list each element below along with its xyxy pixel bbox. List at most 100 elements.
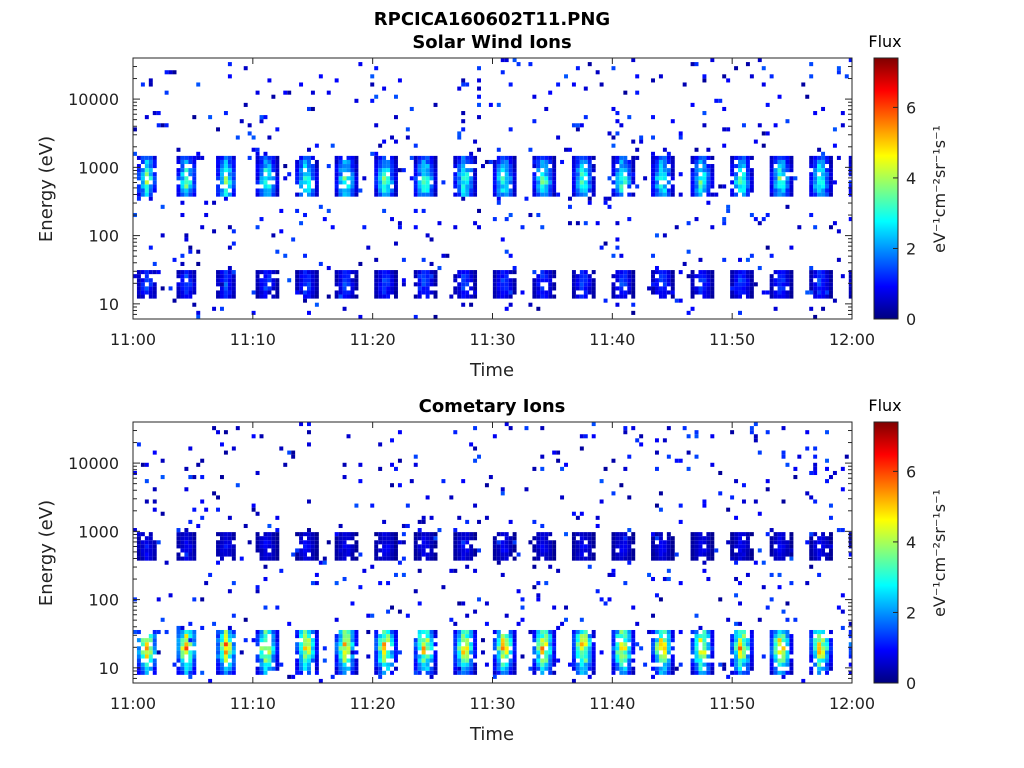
heatmap-cell bbox=[457, 642, 462, 647]
heatmap-cell bbox=[504, 654, 509, 659]
heatmap-cell bbox=[350, 290, 355, 295]
heatmap-cell bbox=[591, 188, 596, 193]
heatmap-cell bbox=[500, 294, 505, 299]
heatmap-cell bbox=[536, 290, 541, 295]
heatmap-cell bbox=[789, 188, 794, 193]
heatmap-cell bbox=[216, 290, 220, 295]
heatmap-cell bbox=[567, 662, 572, 667]
heatmap-cell bbox=[473, 646, 478, 651]
heatmap-cell bbox=[769, 544, 774, 549]
heatmap-cell bbox=[496, 646, 501, 651]
heatmap-cell bbox=[350, 638, 355, 643]
heatmap-cell bbox=[469, 168, 474, 173]
heatmap-cell bbox=[457, 556, 462, 561]
heatmap-cell bbox=[188, 249, 193, 254]
heatmap-cell bbox=[307, 270, 311, 275]
heatmap-cell bbox=[698, 670, 703, 675]
heatmap-cell bbox=[848, 294, 852, 299]
heatmap-cell bbox=[583, 172, 588, 177]
heatmap-cell bbox=[382, 192, 387, 197]
heatmap-cell bbox=[670, 192, 675, 197]
heatmap-cell bbox=[651, 290, 655, 295]
heatmap-cell bbox=[785, 274, 790, 279]
heatmap-cell bbox=[223, 192, 228, 197]
heatmap-cell bbox=[678, 629, 683, 635]
heatmap-cell bbox=[180, 544, 185, 549]
heatmap-cell bbox=[314, 176, 319, 181]
heatmap-cell bbox=[382, 270, 387, 275]
heatmap-cell bbox=[781, 670, 786, 675]
heatmap-cell bbox=[702, 646, 707, 651]
heatmap-cell bbox=[662, 548, 667, 553]
heatmap-cell bbox=[184, 642, 189, 647]
heatmap-cell bbox=[508, 519, 513, 524]
heatmap-cell bbox=[469, 662, 474, 667]
heatmap-cell bbox=[512, 159, 517, 165]
heatmap-cell bbox=[619, 654, 624, 659]
heatmap-cell bbox=[825, 155, 829, 160]
heatmap-cell bbox=[809, 172, 814, 177]
heatmap-cell bbox=[140, 290, 145, 295]
heatmap-cell bbox=[560, 495, 565, 500]
heatmap-cell bbox=[817, 634, 822, 639]
heatmap-cell bbox=[619, 188, 624, 193]
heatmap-cell bbox=[350, 286, 355, 291]
heatmap-cell bbox=[785, 168, 790, 173]
heatmap-cell bbox=[848, 58, 852, 63]
heatmap-cell bbox=[706, 548, 711, 553]
heatmap-cell bbox=[738, 159, 742, 165]
heatmap-cell bbox=[821, 548, 826, 553]
heatmap-cell bbox=[781, 646, 786, 651]
heatmap-cell bbox=[654, 155, 659, 160]
heatmap-cell bbox=[394, 270, 398, 275]
heatmap-cell bbox=[587, 184, 592, 189]
heatmap-cell bbox=[259, 159, 264, 165]
heatmap-cell bbox=[378, 286, 383, 291]
heatmap-cell bbox=[275, 159, 280, 165]
heatmap-cell bbox=[223, 450, 228, 455]
heatmap-cell bbox=[718, 470, 723, 476]
heatmap-cell bbox=[821, 168, 826, 173]
heatmap-cell bbox=[148, 168, 153, 173]
heatmap-cell bbox=[220, 548, 224, 553]
heatmap-cell bbox=[658, 646, 663, 651]
heatmap-cell bbox=[627, 278, 632, 283]
heatmap-cell bbox=[631, 658, 636, 663]
heatmap-cell bbox=[504, 536, 509, 541]
heatmap-cell bbox=[334, 78, 339, 83]
heatmap-cell bbox=[338, 290, 343, 295]
heatmap-cell bbox=[603, 466, 608, 471]
heatmap-cell bbox=[666, 658, 671, 663]
heatmap-cell bbox=[334, 532, 339, 537]
heatmap-cell bbox=[425, 495, 430, 500]
heatmap-cell bbox=[223, 274, 228, 279]
heatmap-cell bbox=[508, 642, 513, 647]
heatmap-cell bbox=[548, 564, 553, 569]
heatmap-cell bbox=[666, 278, 671, 283]
heatmap-cell bbox=[504, 278, 509, 283]
heatmap-cell bbox=[674, 298, 679, 303]
heatmap-cell bbox=[168, 593, 173, 598]
heatmap-cell bbox=[457, 654, 462, 659]
heatmap-cell bbox=[465, 290, 470, 295]
heatmap-cell bbox=[275, 278, 280, 283]
heatmap-cell bbox=[738, 548, 742, 553]
heatmap-cell bbox=[690, 176, 695, 181]
heatmap-cell bbox=[611, 159, 616, 165]
heatmap-cell bbox=[148, 188, 153, 193]
heatmap-cell bbox=[492, 164, 497, 169]
heatmap-cell bbox=[777, 184, 782, 189]
heatmap-cell bbox=[548, 540, 553, 545]
heatmap-cell bbox=[722, 143, 727, 148]
heatmap-cell bbox=[828, 536, 833, 541]
heatmap-cell bbox=[536, 646, 541, 651]
heatmap-cell bbox=[231, 270, 236, 275]
heatmap-cell bbox=[354, 278, 359, 283]
heatmap-cell bbox=[745, 556, 750, 561]
heatmap-cell bbox=[631, 634, 636, 639]
heatmap-cell bbox=[386, 286, 391, 291]
heatmap-cell bbox=[136, 544, 141, 549]
heatmap-cell bbox=[374, 646, 379, 651]
heatmap-cell bbox=[773, 646, 778, 651]
heatmap-cell bbox=[738, 164, 742, 169]
